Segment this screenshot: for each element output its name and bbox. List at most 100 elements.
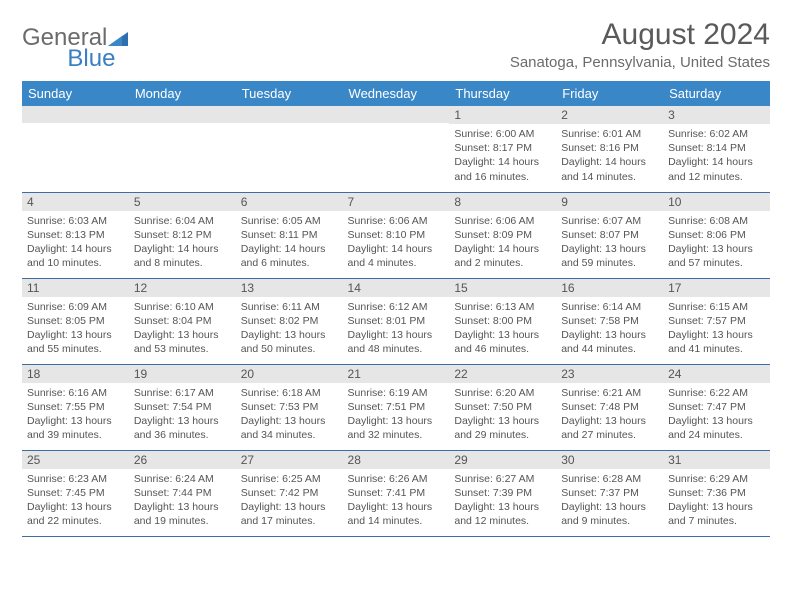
day-number: 4 — [22, 193, 129, 211]
day-details: Sunrise: 6:21 AMSunset: 7:48 PMDaylight:… — [556, 383, 663, 448]
empty-daynum — [22, 106, 129, 123]
sunset-text: Sunset: 7:50 PM — [454, 400, 551, 414]
daylight-text-2: and 6 minutes. — [241, 256, 338, 270]
sunrise-text: Sunrise: 6:29 AM — [668, 472, 765, 486]
sunset-text: Sunset: 7:47 PM — [668, 400, 765, 414]
sunrise-text: Sunrise: 6:10 AM — [134, 300, 231, 314]
day-header: Tuesday — [236, 81, 343, 106]
sunrise-text: Sunrise: 6:21 AM — [561, 386, 658, 400]
calendar-day-cell: 12Sunrise: 6:10 AMSunset: 8:04 PMDayligh… — [129, 278, 236, 364]
day-number: 23 — [556, 365, 663, 383]
day-details: Sunrise: 6:25 AMSunset: 7:42 PMDaylight:… — [236, 469, 343, 534]
day-number: 16 — [556, 279, 663, 297]
calendar-day-cell: 20Sunrise: 6:18 AMSunset: 7:53 PMDayligh… — [236, 364, 343, 450]
day-number: 6 — [236, 193, 343, 211]
day-details: Sunrise: 6:28 AMSunset: 7:37 PMDaylight:… — [556, 469, 663, 534]
sunset-text: Sunset: 7:37 PM — [561, 486, 658, 500]
day-number: 18 — [22, 365, 129, 383]
calendar-day-cell: 27Sunrise: 6:25 AMSunset: 7:42 PMDayligh… — [236, 450, 343, 536]
sunset-text: Sunset: 7:44 PM — [134, 486, 231, 500]
calendar-day-cell: 3Sunrise: 6:02 AMSunset: 8:14 PMDaylight… — [663, 106, 770, 192]
day-number: 14 — [343, 279, 450, 297]
calendar-table: SundayMondayTuesdayWednesdayThursdayFrid… — [22, 81, 770, 537]
sunset-text: Sunset: 7:45 PM — [27, 486, 124, 500]
daylight-text-2: and 48 minutes. — [348, 342, 445, 356]
daylight-text-2: and 59 minutes. — [561, 256, 658, 270]
calendar-day-cell: 8Sunrise: 6:06 AMSunset: 8:09 PMDaylight… — [449, 192, 556, 278]
sunrise-text: Sunrise: 6:14 AM — [561, 300, 658, 314]
day-details: Sunrise: 6:29 AMSunset: 7:36 PMDaylight:… — [663, 469, 770, 534]
daylight-text-2: and 12 minutes. — [454, 514, 551, 528]
day-number: 1 — [449, 106, 556, 124]
daylight-text-2: and 14 minutes. — [561, 170, 658, 184]
daylight-text-2: and 27 minutes. — [561, 428, 658, 442]
daylight-text-1: Daylight: 14 hours — [348, 242, 445, 256]
day-details: Sunrise: 6:16 AMSunset: 7:55 PMDaylight:… — [22, 383, 129, 448]
calendar-day-cell — [343, 106, 450, 192]
daylight-text-2: and 29 minutes. — [454, 428, 551, 442]
day-header: Monday — [129, 81, 236, 106]
sunset-text: Sunset: 7:51 PM — [348, 400, 445, 414]
sunrise-text: Sunrise: 6:08 AM — [668, 214, 765, 228]
calendar-day-cell: 25Sunrise: 6:23 AMSunset: 7:45 PMDayligh… — [22, 450, 129, 536]
daylight-text-2: and 4 minutes. — [348, 256, 445, 270]
day-number: 13 — [236, 279, 343, 297]
day-details: Sunrise: 6:07 AMSunset: 8:07 PMDaylight:… — [556, 211, 663, 276]
calendar-day-cell: 22Sunrise: 6:20 AMSunset: 7:50 PMDayligh… — [449, 364, 556, 450]
sunrise-text: Sunrise: 6:16 AM — [27, 386, 124, 400]
calendar-week-row: 1Sunrise: 6:00 AMSunset: 8:17 PMDaylight… — [22, 106, 770, 192]
sunset-text: Sunset: 8:17 PM — [454, 141, 551, 155]
daylight-text-1: Daylight: 13 hours — [561, 328, 658, 342]
day-number: 26 — [129, 451, 236, 469]
day-number: 9 — [556, 193, 663, 211]
sunset-text: Sunset: 7:53 PM — [241, 400, 338, 414]
calendar-day-cell: 10Sunrise: 6:08 AMSunset: 8:06 PMDayligh… — [663, 192, 770, 278]
sunset-text: Sunset: 7:39 PM — [454, 486, 551, 500]
day-number: 22 — [449, 365, 556, 383]
daylight-text-1: Daylight: 13 hours — [454, 328, 551, 342]
day-number: 27 — [236, 451, 343, 469]
sunrise-text: Sunrise: 6:07 AM — [561, 214, 658, 228]
sunrise-text: Sunrise: 6:22 AM — [668, 386, 765, 400]
calendar-day-cell: 4Sunrise: 6:03 AMSunset: 8:13 PMDaylight… — [22, 192, 129, 278]
day-number: 19 — [129, 365, 236, 383]
day-details: Sunrise: 6:10 AMSunset: 8:04 PMDaylight:… — [129, 297, 236, 362]
day-details: Sunrise: 6:15 AMSunset: 7:57 PMDaylight:… — [663, 297, 770, 362]
day-number: 17 — [663, 279, 770, 297]
daylight-text-1: Daylight: 13 hours — [668, 500, 765, 514]
sunrise-text: Sunrise: 6:04 AM — [134, 214, 231, 228]
calendar-day-cell: 2Sunrise: 6:01 AMSunset: 8:16 PMDaylight… — [556, 106, 663, 192]
calendar-week-row: 25Sunrise: 6:23 AMSunset: 7:45 PMDayligh… — [22, 450, 770, 536]
sunrise-text: Sunrise: 6:25 AM — [241, 472, 338, 486]
sunrise-text: Sunrise: 6:06 AM — [348, 214, 445, 228]
day-details: Sunrise: 6:13 AMSunset: 8:00 PMDaylight:… — [449, 297, 556, 362]
calendar-day-cell: 11Sunrise: 6:09 AMSunset: 8:05 PMDayligh… — [22, 278, 129, 364]
sunrise-text: Sunrise: 6:13 AM — [454, 300, 551, 314]
sunrise-text: Sunrise: 6:05 AM — [241, 214, 338, 228]
sunset-text: Sunset: 7:36 PM — [668, 486, 765, 500]
daylight-text-2: and 39 minutes. — [27, 428, 124, 442]
sunrise-text: Sunrise: 6:18 AM — [241, 386, 338, 400]
daylight-text-2: and 24 minutes. — [668, 428, 765, 442]
calendar-week-row: 18Sunrise: 6:16 AMSunset: 7:55 PMDayligh… — [22, 364, 770, 450]
sunset-text: Sunset: 8:09 PM — [454, 228, 551, 242]
day-header: Wednesday — [343, 81, 450, 106]
calendar-week-row: 4Sunrise: 6:03 AMSunset: 8:13 PMDaylight… — [22, 192, 770, 278]
sunset-text: Sunset: 7:58 PM — [561, 314, 658, 328]
sunrise-text: Sunrise: 6:26 AM — [348, 472, 445, 486]
daylight-text-1: Daylight: 13 hours — [668, 414, 765, 428]
daylight-text-2: and 32 minutes. — [348, 428, 445, 442]
day-details: Sunrise: 6:01 AMSunset: 8:16 PMDaylight:… — [556, 124, 663, 189]
sunset-text: Sunset: 8:04 PM — [134, 314, 231, 328]
calendar-day-cell — [236, 106, 343, 192]
daylight-text-1: Daylight: 14 hours — [454, 155, 551, 169]
daylight-text-2: and 17 minutes. — [241, 514, 338, 528]
daylight-text-1: Daylight: 14 hours — [27, 242, 124, 256]
sunrise-text: Sunrise: 6:11 AM — [241, 300, 338, 314]
calendar-day-cell: 19Sunrise: 6:17 AMSunset: 7:54 PMDayligh… — [129, 364, 236, 450]
daylight-text-1: Daylight: 13 hours — [454, 414, 551, 428]
day-details: Sunrise: 6:05 AMSunset: 8:11 PMDaylight:… — [236, 211, 343, 276]
empty-daynum — [343, 106, 450, 123]
sunset-text: Sunset: 8:06 PM — [668, 228, 765, 242]
sunrise-text: Sunrise: 6:09 AM — [27, 300, 124, 314]
